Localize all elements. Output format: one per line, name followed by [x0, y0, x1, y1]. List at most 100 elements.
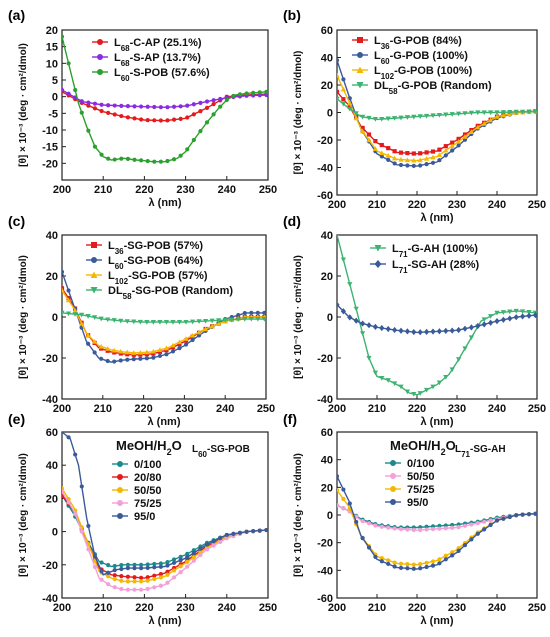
data-point: [443, 557, 448, 562]
data-point: [462, 543, 468, 548]
data-point: [379, 154, 384, 159]
x-tick-label: 220: [135, 602, 153, 614]
y-tick-label: -40: [317, 163, 333, 175]
data-point: [177, 346, 182, 351]
data-point: [500, 310, 506, 315]
data-point: [366, 115, 372, 121]
data-point: [145, 562, 150, 567]
data-point: [430, 559, 436, 564]
data-point: [131, 350, 137, 355]
data-point: [501, 516, 506, 521]
y-tick-label: -60: [317, 190, 333, 202]
legend-label: L71-G-AH (100%): [392, 243, 478, 259]
data-point: [366, 355, 372, 361]
data-point: [513, 308, 519, 314]
data-point: [211, 543, 216, 548]
data-point: [171, 560, 177, 565]
data-point: [139, 579, 144, 584]
y-tick-label: 40: [321, 53, 333, 65]
data-point: [379, 324, 385, 332]
data-point: [66, 435, 71, 440]
data-point: [449, 143, 455, 149]
data-point: [125, 357, 130, 362]
data-point: [106, 156, 111, 161]
data-point: [386, 561, 391, 567]
data-point: [449, 327, 455, 334]
data-point: [66, 61, 71, 66]
series-line: [62, 89, 268, 109]
data-point: [99, 569, 104, 574]
legend-marker: [356, 66, 364, 73]
data-point: [456, 548, 461, 554]
data-point: [347, 282, 353, 287]
data-point: [132, 566, 137, 571]
data-point: [170, 349, 176, 354]
data-point: [404, 157, 410, 163]
data-point: [62, 87, 65, 93]
data-point: [185, 551, 190, 557]
data-point: [224, 536, 229, 541]
data-point: [513, 314, 519, 321]
y-tick-label: -20: [42, 560, 58, 572]
data-point: [86, 100, 91, 105]
data-point: [132, 575, 137, 580]
data-point: [132, 579, 137, 584]
y-tick-label: 0: [327, 510, 333, 522]
data-point: [165, 105, 170, 110]
data-point: [469, 537, 474, 542]
data-point: [417, 329, 423, 336]
data-point: [198, 100, 203, 105]
data-point: [436, 152, 442, 157]
data-point: [488, 522, 493, 528]
data-point: [99, 102, 104, 107]
data-point: [218, 104, 223, 109]
data-point: [204, 547, 210, 552]
legend-marker: [97, 69, 103, 75]
data-point: [171, 568, 177, 573]
data-point: [500, 110, 506, 115]
data-point: [79, 99, 84, 104]
data-point: [443, 112, 449, 118]
data-point: [125, 562, 131, 567]
data-point: [353, 115, 359, 121]
data-point: [386, 146, 391, 151]
data-point: [106, 563, 111, 568]
data-point: [450, 525, 455, 530]
legend-label: 20/80: [134, 472, 162, 484]
data-point: [418, 151, 423, 156]
data-point: [118, 348, 124, 354]
data-point: [62, 486, 65, 491]
data-point: [255, 310, 260, 315]
data-point: [106, 582, 111, 587]
data-point: [118, 318, 124, 324]
data-point: [92, 315, 98, 321]
x-tick-label: 220: [135, 184, 153, 196]
data-point: [462, 346, 468, 352]
y-tick-label: 0: [327, 312, 333, 324]
data-point: [65, 311, 72, 317]
data-point: [119, 563, 124, 568]
x-tick-label: 230: [448, 199, 466, 211]
data-point: [392, 116, 398, 121]
data-point: [62, 432, 65, 435]
data-point: [366, 132, 372, 137]
data-point: [183, 336, 189, 341]
data-point: [105, 358, 110, 364]
series-group: [62, 432, 268, 592]
panel-e: 200 210 220 230 240 250 -40 -20 0 20 40 60 λ (nm) [θ]…: [8, 411, 277, 627]
legend-marker: [90, 271, 98, 278]
data-point: [139, 566, 144, 571]
data-point: [337, 235, 339, 238]
x-tick-label: 210: [94, 602, 112, 614]
data-point: [178, 116, 183, 121]
x-tick-label: 220: [134, 403, 152, 415]
data-point: [392, 560, 397, 565]
data-point: [468, 129, 474, 134]
data-point: [62, 489, 65, 494]
data-point: [218, 539, 223, 545]
data-point: [248, 316, 254, 322]
data-point: [385, 325, 391, 333]
data-point: [144, 356, 149, 361]
data-point: [424, 162, 429, 167]
